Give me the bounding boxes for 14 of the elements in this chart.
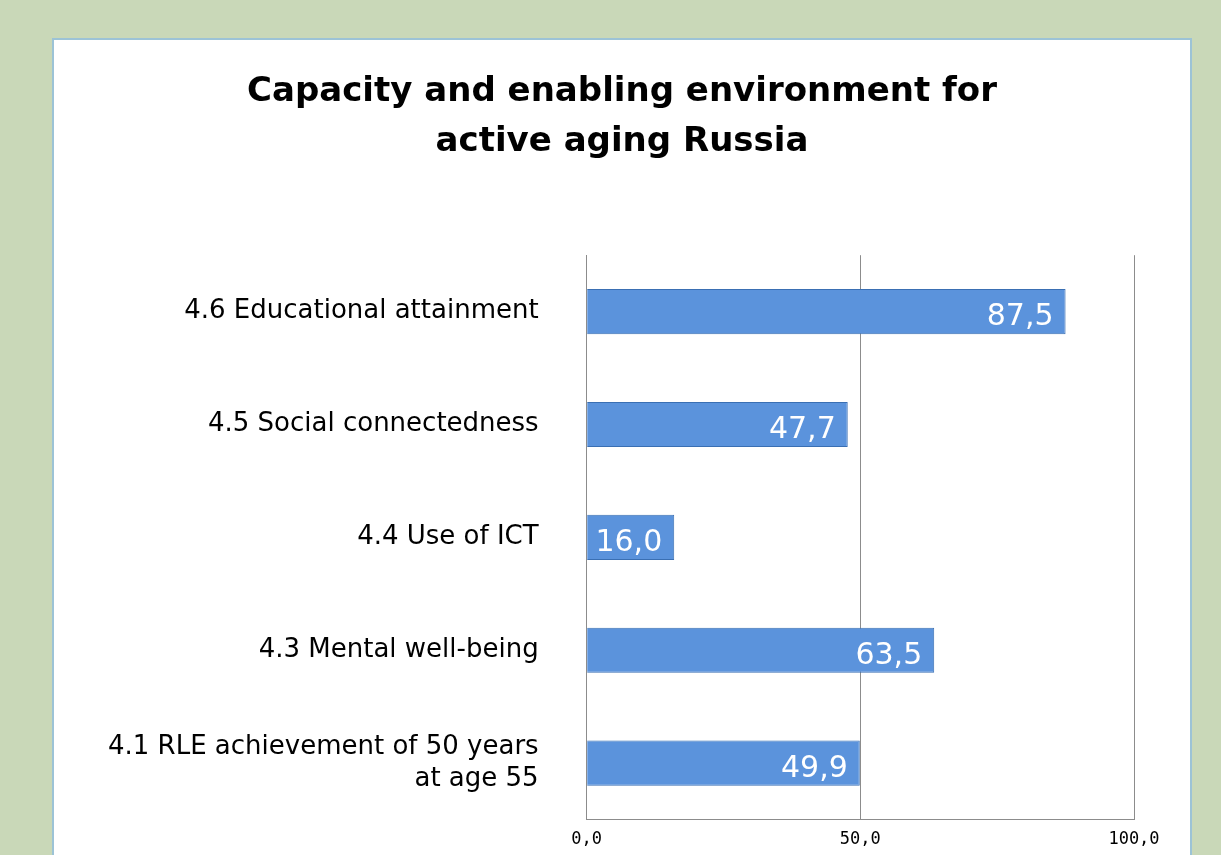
x-tick-label: 100,0 [1108, 828, 1160, 849]
x-tick-label: 0,0 [571, 828, 603, 849]
data-label: 87,5 [986, 297, 1054, 333]
y-tick-label: 4.6 Educational attainment [184, 294, 539, 325]
y-tick-label: 4.1 RLE achievement of 50 years at age 55 [107, 730, 539, 792]
data-label: 63,5 [855, 636, 923, 672]
x-tick-label: 50,0 [839, 828, 881, 849]
data-label: 47,7 [768, 410, 836, 446]
chart-title: Capacity and enabling environment for active aging Russia [246, 68, 998, 161]
y-tick-label: 4.4 Use of ICT [357, 520, 539, 551]
data-label: 16,0 [595, 523, 663, 559]
y-tick-label: 4.3 Mental well-being [258, 633, 539, 664]
data-label: 49,9 [780, 748, 848, 784]
y-tick-label: 4.5 Social connectedness [207, 407, 539, 438]
